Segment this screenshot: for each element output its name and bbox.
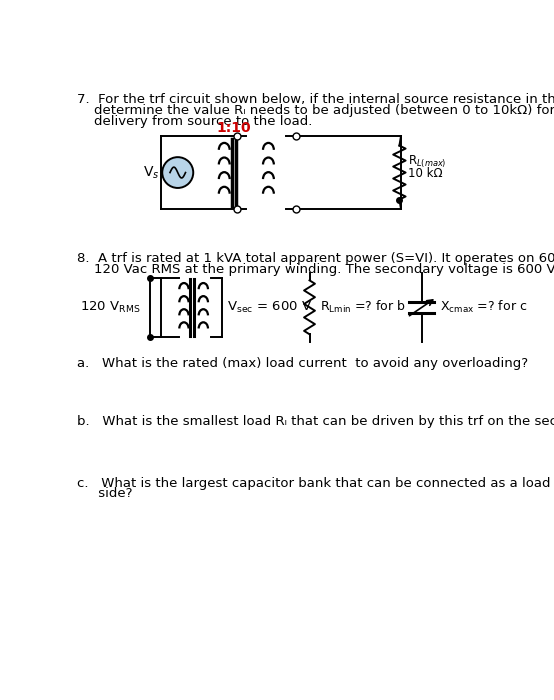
Text: b.   What is the smallest load Rₗ that can be driven by this trf on the secondar: b. What is the smallest load Rₗ that can… [77,415,554,428]
Text: determine the value Rₗ needs to be adjusted (between 0 to 10kΩ) for a max power: determine the value Rₗ needs to be adjus… [77,104,554,117]
Text: side?: side? [77,487,132,500]
Text: c.   What is the largest capacitor bank that can be connected as a load on the s: c. What is the largest capacitor bank th… [77,477,554,490]
Text: 10 kΩ: 10 kΩ [408,167,443,180]
Text: 120 Vac RMS at the primary winding. The secondary voltage is 600 V.: 120 Vac RMS at the primary winding. The … [77,262,554,276]
Text: V$_{\mathrm{sec}}$ = 600 V: V$_{\mathrm{sec}}$ = 600 V [227,300,312,315]
Text: 8.  A trf is rated at 1 kVA total apparent power (S=VI). It operates on 60 Hz fe: 8. A trf is rated at 1 kVA total apparen… [77,252,554,265]
Text: 1:10: 1:10 [217,121,252,135]
Text: a.   What is the rated (max) load current  to avoid any overloading?: a. What is the rated (max) load current … [77,357,528,370]
Circle shape [162,158,193,188]
Text: delivery from source to the load.: delivery from source to the load. [77,115,312,128]
Text: X$_{\mathrm{cmax}}$ =? for c: X$_{\mathrm{cmax}}$ =? for c [440,300,528,315]
Text: 7.  For the trf circuit shown below, if the internal source resistance in the pr: 7. For the trf circuit shown below, if t… [77,93,554,106]
Text: R$_{L(max)}$: R$_{L(max)}$ [408,153,447,169]
Text: 120 V$_{\mathrm{RMS}}$: 120 V$_{\mathrm{RMS}}$ [80,300,141,315]
Text: R$_{\mathrm{Lmin}}$ =? for b: R$_{\mathrm{Lmin}}$ =? for b [320,300,406,315]
Text: V$_s$: V$_s$ [142,164,159,181]
